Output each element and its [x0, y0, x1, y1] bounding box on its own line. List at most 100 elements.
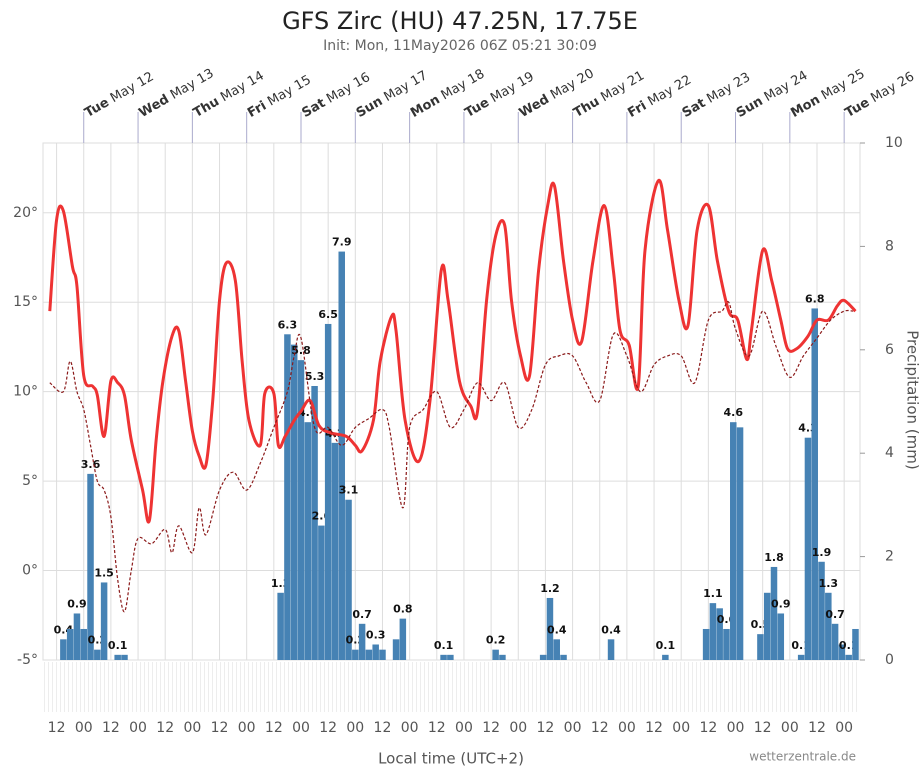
x-tick-label: 00: [455, 720, 473, 736]
value-label: 6.3: [278, 318, 298, 331]
value-label: 1.1: [703, 587, 723, 600]
y-tick-label: 20°: [13, 205, 38, 221]
day-name: Wed: [136, 92, 171, 121]
precip-bar: [392, 639, 400, 660]
y2-axis-label: Precipitation (mm): [904, 330, 921, 469]
precip-bar: [818, 561, 825, 660]
value-label: 0.9: [771, 597, 791, 610]
precip-bar: [331, 442, 339, 660]
precip-bar: [318, 525, 325, 660]
credit: wetterzentrale.de: [749, 750, 856, 764]
x-tick-label: 00: [75, 720, 93, 736]
precip-bar: [716, 608, 723, 660]
precip-bar: [304, 422, 312, 660]
precip-bar: [352, 649, 359, 660]
x-tick-label: 00: [509, 720, 527, 736]
day-name: Sat: [299, 95, 328, 120]
value-label: 4.6: [724, 406, 744, 419]
x-axis-label: Local time (UTC+2): [378, 750, 524, 768]
precip-bar: [324, 323, 332, 660]
x-tick-label: 12: [156, 720, 174, 736]
value-label: 0.4: [601, 623, 621, 636]
precip-bar: [560, 654, 567, 660]
precip-bar: [297, 360, 305, 660]
precip-bar: [736, 427, 744, 660]
precip-bar: [372, 644, 379, 660]
value-label: 0.7: [825, 608, 845, 621]
day-name: Fri: [625, 98, 649, 120]
x-tick-label: 12: [754, 720, 772, 736]
x-tick-label: 00: [346, 720, 364, 736]
y2-tick-label: 10: [885, 135, 903, 151]
day-name: Mon: [788, 92, 822, 121]
value-label: 6.8: [805, 292, 825, 305]
x-tick-label: 00: [183, 720, 201, 736]
day-name: Sun: [734, 94, 766, 121]
value-label: 0.1: [434, 639, 454, 652]
precip-bar: [73, 613, 81, 660]
x-tick-label: 00: [727, 720, 745, 736]
value-label: 0.1: [656, 639, 676, 652]
precip-bar: [365, 649, 373, 660]
x-tick-label: 12: [482, 720, 500, 736]
precip-bar: [492, 649, 499, 660]
precip-bar: [831, 623, 839, 660]
y2-tick-label: 8: [885, 238, 894, 254]
precip-bar: [499, 654, 506, 660]
precip-bar: [757, 634, 764, 660]
precip-bar: [345, 499, 352, 660]
precip-bar: [80, 628, 87, 660]
day-name: Tue: [462, 95, 492, 121]
precip-bar: [607, 639, 615, 660]
precip-bar: [852, 628, 859, 660]
x-tick-label: 00: [238, 720, 256, 736]
day-name: Mon: [408, 92, 442, 121]
precip-bar: [777, 613, 785, 660]
y2-tick-label: 6: [885, 342, 894, 358]
y-tick-label: 5°: [22, 473, 38, 489]
x-tick-label: 12: [102, 720, 120, 736]
wind-strip: [43, 662, 860, 712]
precip-bar: [114, 654, 121, 660]
x-tick-label: 00: [401, 720, 419, 736]
value-label: 5.3: [305, 370, 325, 383]
day-name: Wed: [517, 92, 552, 121]
y-tick-label: -5°: [17, 652, 38, 668]
temperature-line: [48, 179, 857, 524]
x-tick-label: 12: [48, 720, 66, 736]
y-tick-label: 0°: [22, 563, 38, 579]
value-label: 0.2: [486, 634, 506, 647]
precip-bar: [825, 592, 832, 660]
precip-bar: [440, 654, 447, 660]
precip-bar: [546, 597, 554, 660]
precip-bar: [811, 308, 818, 660]
precip-bar: [66, 628, 74, 660]
precip-bar: [662, 654, 669, 660]
x-tick-label: 12: [211, 720, 229, 736]
y-tick-label: 10°: [13, 384, 38, 400]
x-tick-label: 12: [265, 720, 283, 736]
x-tick-label: 12: [808, 720, 826, 736]
precip-bar: [553, 639, 560, 660]
dewpoint-line: [49, 301, 854, 613]
precip-bar: [379, 649, 386, 660]
y-tick-label: 15°: [13, 294, 38, 310]
precip-bar: [838, 644, 846, 660]
value-label: 0.7: [352, 608, 372, 621]
x-tick-label: 00: [835, 720, 853, 736]
precip-bar: [845, 654, 852, 660]
precip-bar: [284, 334, 291, 660]
precip-bar: [87, 473, 94, 660]
precip-bar: [399, 618, 407, 660]
x-tick-label: 12: [699, 720, 717, 736]
y2-tick-label: 2: [885, 549, 894, 565]
date: May 26: [868, 69, 917, 106]
value-label: 5.8: [291, 344, 311, 357]
value-label: 1.5: [94, 566, 114, 579]
precip-bar: [797, 654, 805, 660]
day-name: Fri: [245, 98, 269, 120]
value-label: 0.3: [366, 628, 386, 641]
x-tick-label: 00: [564, 720, 582, 736]
value-label: 1.9: [812, 546, 832, 559]
